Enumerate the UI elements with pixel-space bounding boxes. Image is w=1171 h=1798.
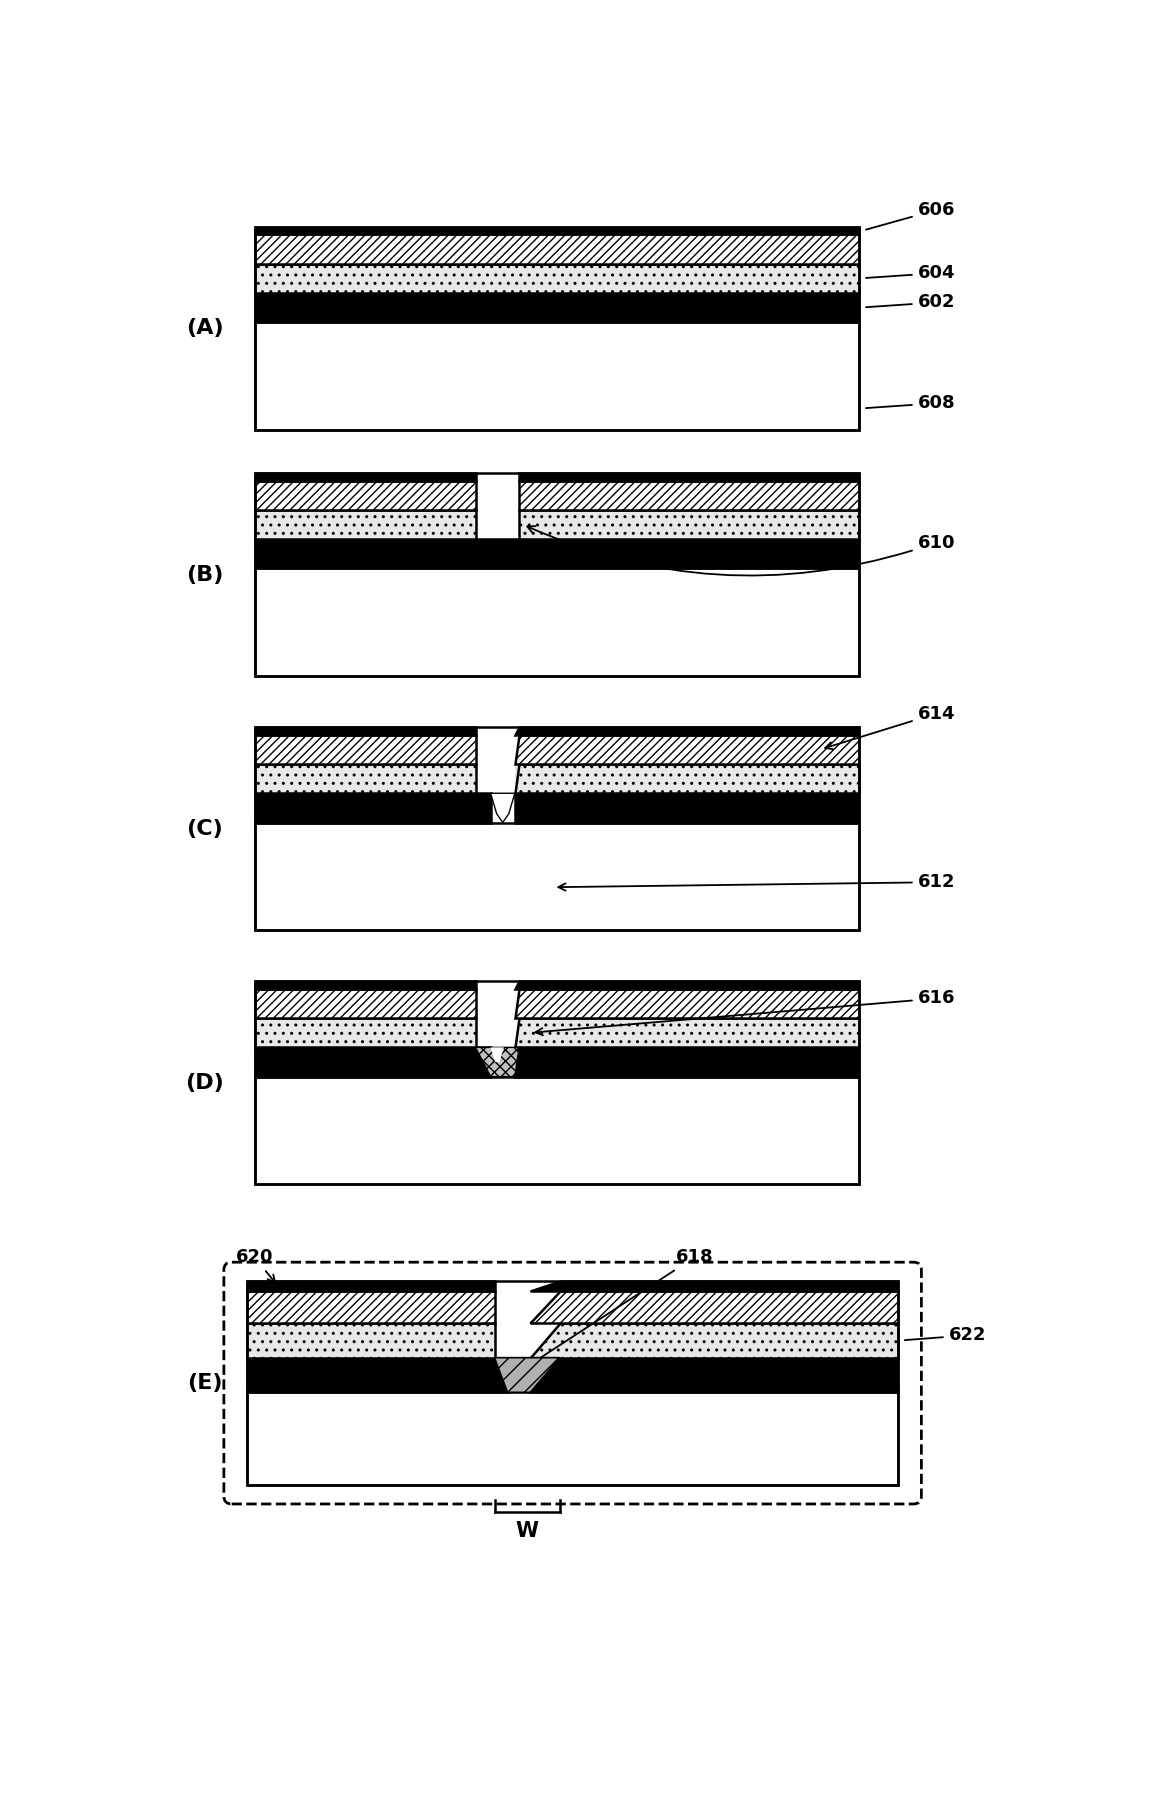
Bar [255,764,475,793]
Polygon shape [530,1323,898,1357]
Bar [255,726,860,930]
Text: 618: 618 [518,1248,713,1372]
Text: 622: 622 [905,1327,986,1345]
FancyBboxPatch shape [224,1262,922,1503]
Polygon shape [475,1048,519,1077]
Text: (E): (E) [186,1374,222,1393]
Polygon shape [515,726,860,735]
Bar [247,1392,898,1485]
Bar [255,568,860,676]
Text: (C): (C) [186,818,222,838]
Polygon shape [491,793,515,822]
Polygon shape [515,764,860,793]
Polygon shape [491,1048,504,1063]
Bar [255,793,491,822]
Polygon shape [515,982,860,989]
Bar [247,1282,898,1485]
Text: 614: 614 [826,705,956,750]
Bar [255,982,860,1185]
Text: 610: 610 [527,527,956,575]
Bar [519,511,860,539]
Bar [519,480,860,511]
Text: W: W [515,1521,539,1541]
Bar [247,1282,494,1291]
Bar [255,1077,860,1185]
Bar [255,539,860,568]
Polygon shape [530,1291,898,1323]
Bar [255,511,475,539]
Polygon shape [515,735,860,764]
Bar [255,264,860,293]
Bar [255,480,475,511]
Bar [515,793,860,822]
Polygon shape [515,989,860,1018]
Bar [255,234,860,264]
Bar [255,1048,491,1077]
Bar [255,227,860,234]
Text: (B): (B) [186,565,224,584]
Polygon shape [530,1282,898,1291]
Bar [247,1323,494,1357]
Bar [255,227,860,430]
Bar [255,1018,475,1048]
Bar [247,1357,507,1392]
Bar [255,322,860,430]
Bar [255,735,475,764]
Text: 608: 608 [867,394,956,412]
Polygon shape [515,1018,860,1048]
Text: (D): (D) [185,1073,224,1093]
Bar [255,822,860,930]
Bar [247,1291,494,1323]
Bar [255,473,475,480]
Bar [515,764,860,793]
Bar [255,473,860,676]
Text: (A): (A) [186,318,224,338]
Bar [255,989,475,1018]
Polygon shape [494,1357,560,1392]
Bar [515,1048,860,1077]
Bar [519,473,860,480]
Bar [255,982,475,989]
Text: 612: 612 [559,874,956,892]
Bar [255,726,475,735]
Text: 606: 606 [865,201,956,230]
Bar [530,1357,898,1392]
Bar [519,764,860,793]
Bar [255,293,860,322]
Text: 604: 604 [867,264,956,282]
Text: 616: 616 [535,989,956,1036]
Text: 620: 620 [235,1248,275,1282]
Text: 602: 602 [867,293,956,311]
